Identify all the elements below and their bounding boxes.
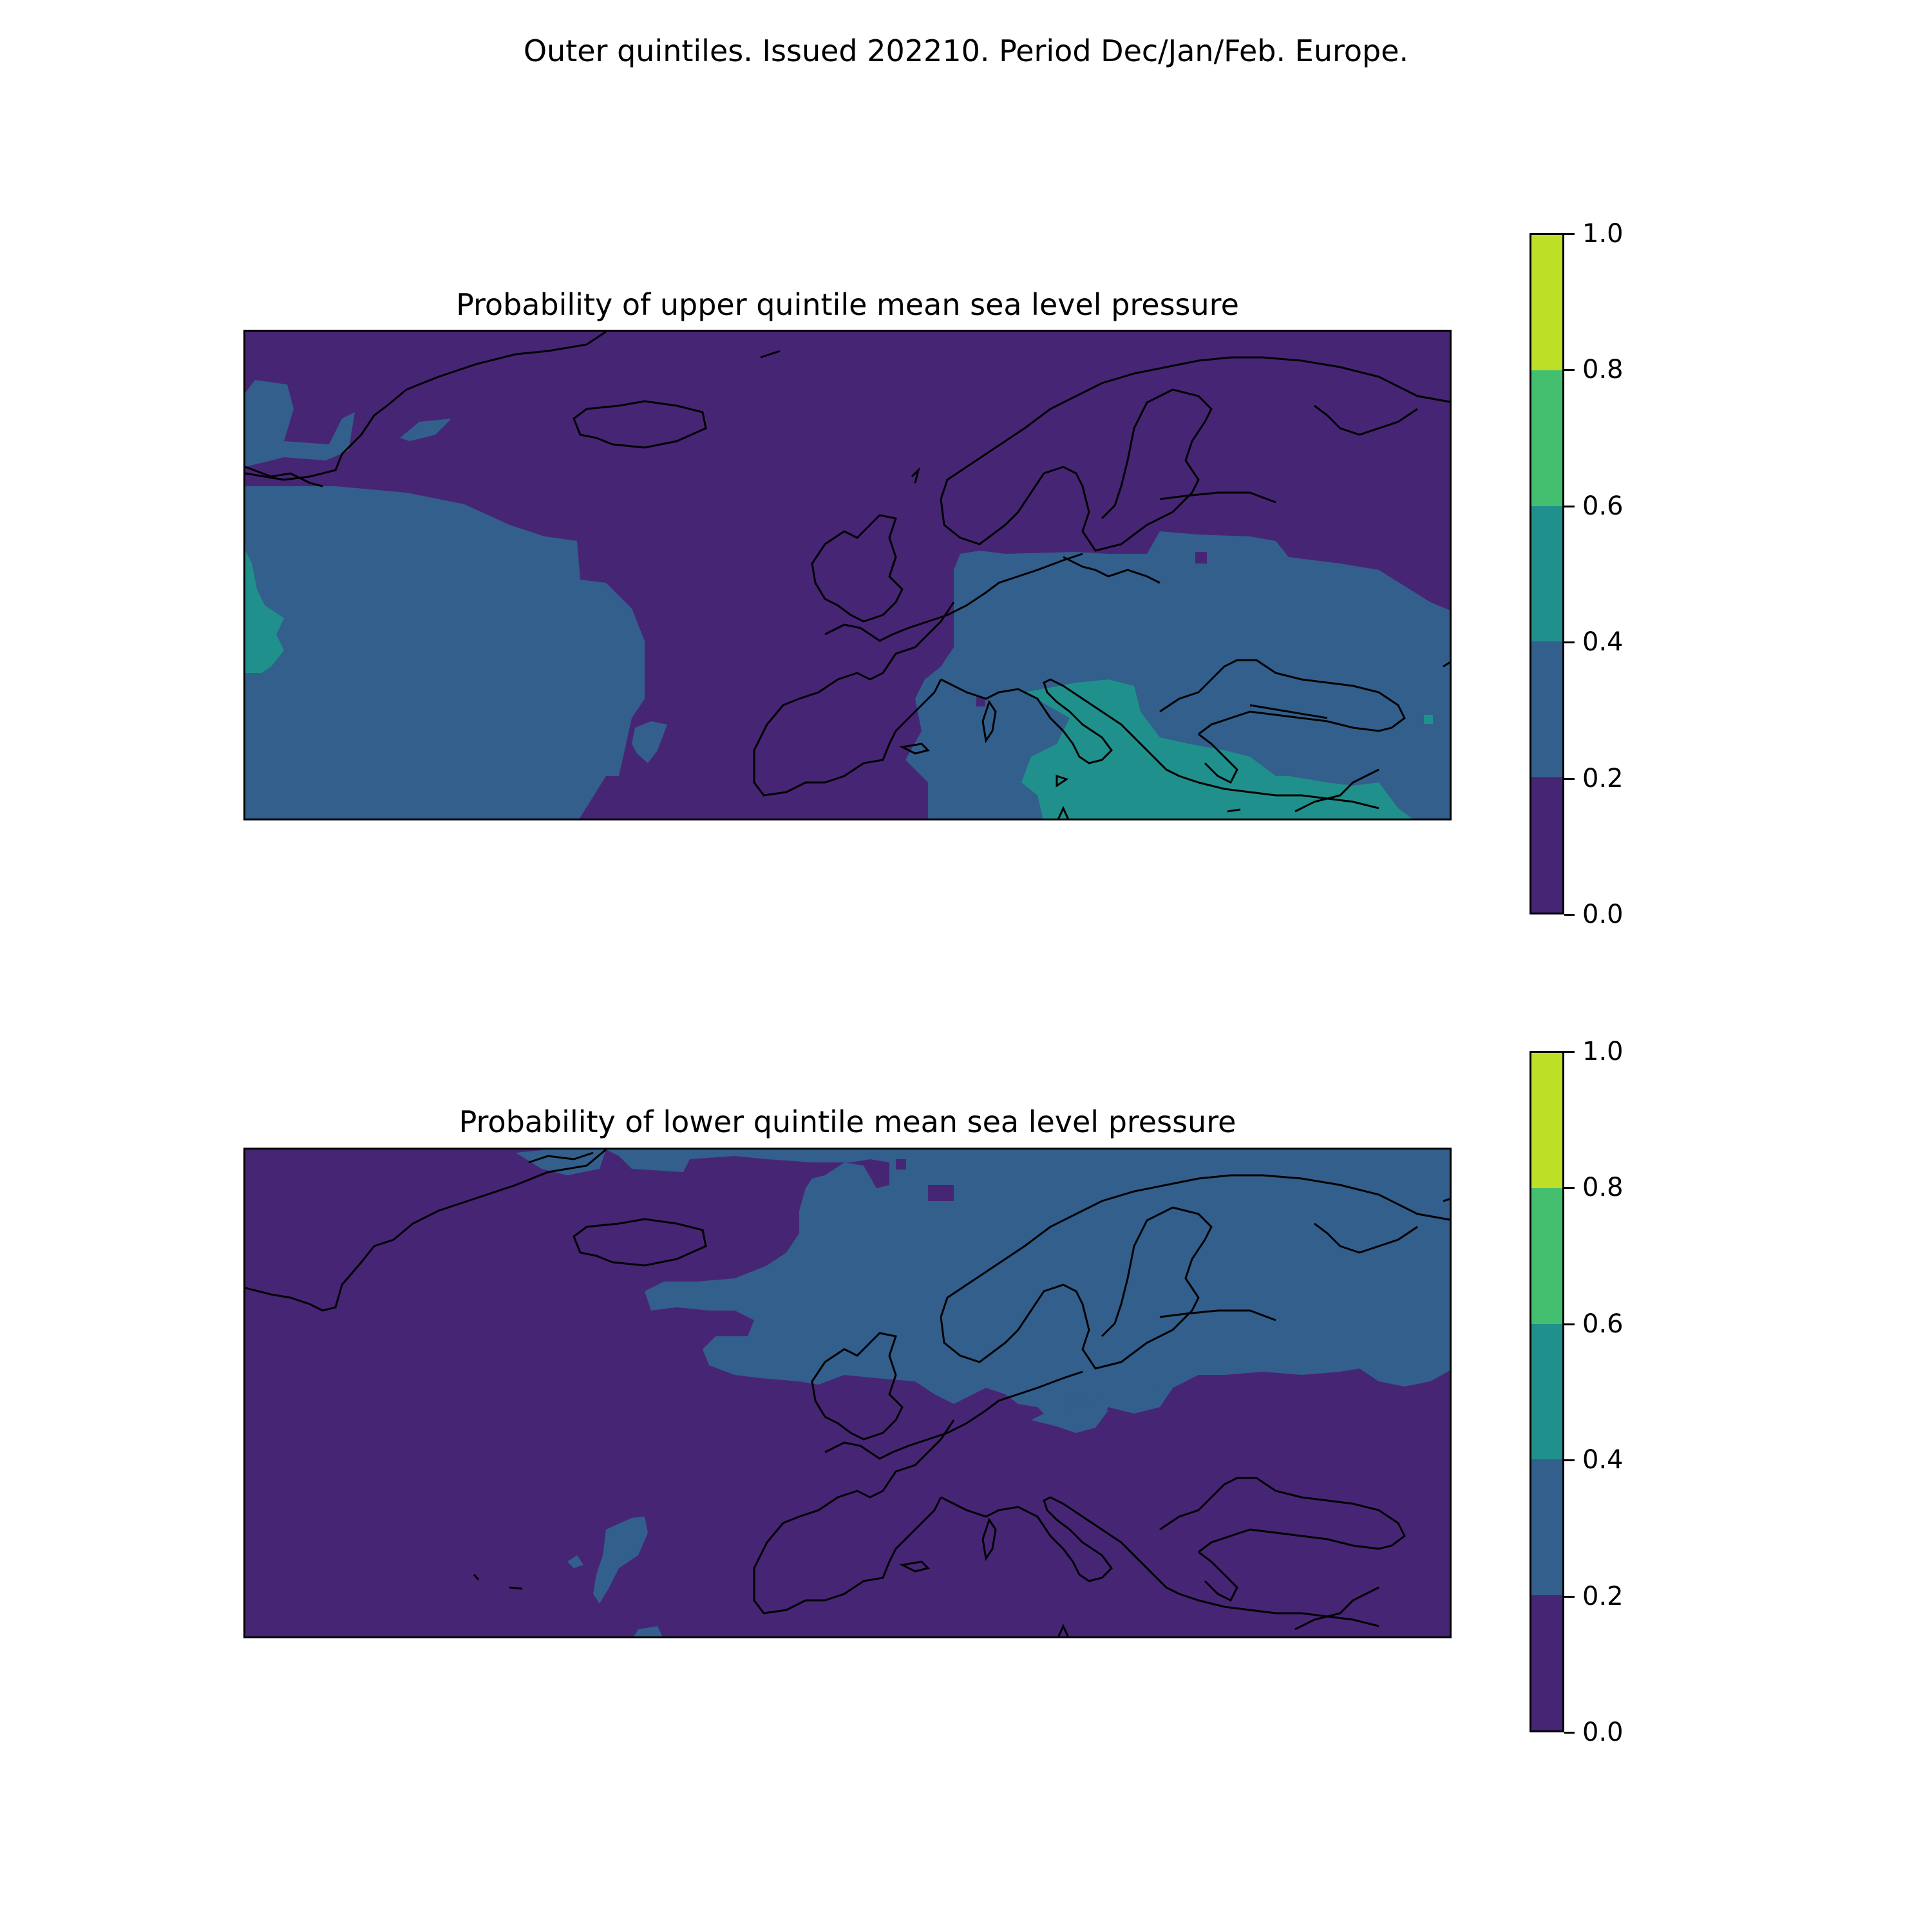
- colorbar-tick-label: 0.2: [1582, 1582, 1624, 1611]
- region-greenland-coast-patch: [400, 419, 451, 441]
- region-azores-patch: [632, 721, 667, 763]
- region-small-patch: [976, 697, 985, 706]
- colorbar-tick-label: 1.0: [1582, 1037, 1624, 1066]
- colorbar-segment: [1531, 1323, 1562, 1460]
- colorbar-segment: [1531, 370, 1562, 506]
- colorbar-segment: [1531, 641, 1562, 777]
- figure-title: Outer quintiles. Issued 202210. Period D…: [523, 33, 1409, 68]
- map-upper-quintile: [243, 330, 1452, 820]
- region-northern-europe-scandinavia: [606, 1150, 1450, 1433]
- region-eastern-europe-band: [1044, 1388, 1173, 1410]
- colorbar-tick-label: 0.8: [1582, 355, 1624, 384]
- region-azores-patch: [593, 1517, 648, 1604]
- colorbar-tick-label: 0.4: [1582, 627, 1624, 657]
- colorbar-tick-label: 0.4: [1582, 1445, 1624, 1475]
- colorbar-segment: [1531, 235, 1562, 371]
- map-lower-quintile: [243, 1148, 1452, 1638]
- region-small-atlantic-patch: [567, 1555, 583, 1568]
- colorbar-segment: [1531, 1188, 1562, 1324]
- colorbar-tick-label: 0.0: [1582, 900, 1624, 929]
- region-greenland-southwest: [245, 380, 355, 467]
- colorbar-segment: [1531, 1053, 1562, 1189]
- colorbar-tick-label: 0.0: [1582, 1718, 1624, 1747]
- region-atlantic-west-edge: [245, 551, 284, 673]
- colorbar-tick-label: 0.2: [1582, 764, 1624, 793]
- coastlines: [245, 1150, 1450, 1636]
- region-eastern-band-lower: [1031, 1407, 1108, 1433]
- region-south-atlantic-patch: [634, 1626, 663, 1636]
- region-western-atlantic: [245, 486, 645, 819]
- colorbar-tick-label: 0.8: [1582, 1173, 1624, 1202]
- colorbar-tick-label: 1.0: [1582, 219, 1624, 249]
- coastlines: [245, 332, 1450, 819]
- colorbar-segment: [1531, 1595, 1562, 1730]
- region-central-eastern-europe: [905, 531, 1450, 819]
- colorbar-segment: [1531, 777, 1562, 913]
- region-small-patch: [1195, 552, 1207, 564]
- colorbar-lower: [1530, 1051, 1564, 1732]
- colorbar-segment: [1531, 1459, 1562, 1595]
- panel-title-upper: Probability of upper quintile mean sea l…: [456, 287, 1239, 322]
- colorbar-segment: [1531, 506, 1562, 642]
- panel-title-lower: Probability of lower quintile mean sea l…: [459, 1104, 1236, 1139]
- region-small-patch: [896, 1159, 906, 1170]
- region-small-patch: [1424, 715, 1433, 724]
- colorbar-upper: [1530, 233, 1564, 914]
- colorbar-tick-label: 0.6: [1582, 491, 1624, 521]
- region-small-patch: [928, 1185, 954, 1201]
- colorbar-tick-label: 0.6: [1582, 1309, 1624, 1339]
